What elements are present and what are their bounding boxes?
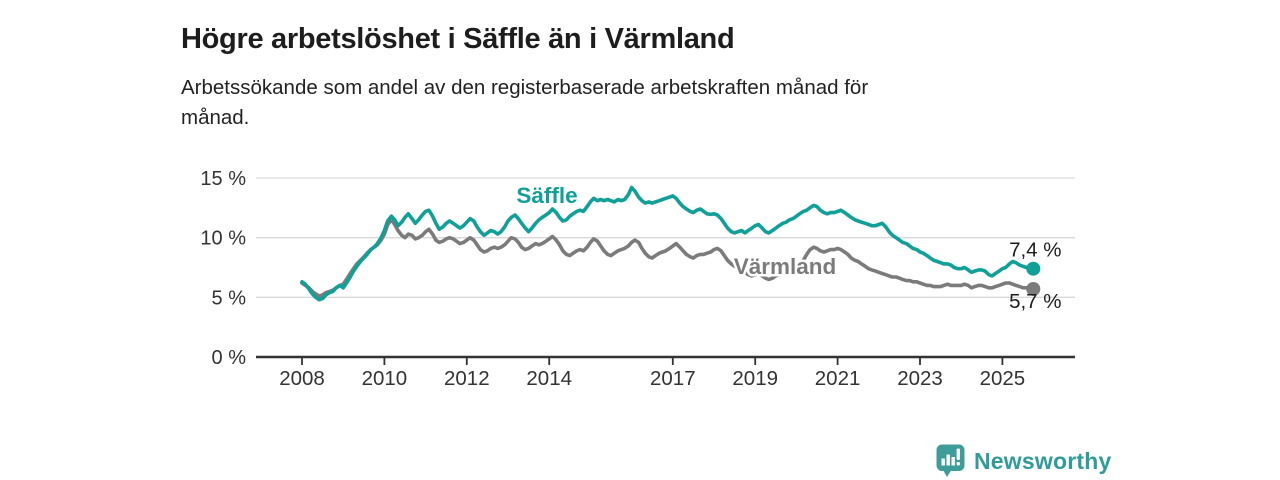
series-name-label-värmland: Värmland	[734, 254, 837, 279]
chart-subtitle-line2: månad.	[181, 106, 250, 129]
x-axis-tick-label: 2008	[279, 367, 325, 390]
newsworthy-bubble-chart-icon	[936, 444, 965, 477]
series-end-dot-värmland	[1026, 281, 1041, 296]
x-axis-tick-label: 2012	[444, 367, 490, 390]
x-axis-tick-label: 2017	[650, 367, 696, 390]
x-axis-tick-label: 2014	[526, 367, 572, 390]
y-axis-tick-label: 0 %	[212, 347, 247, 369]
y-axis-tick-label: 10 %	[200, 228, 246, 250]
series-end-value-label: 7,4 %	[1009, 239, 1061, 262]
chart-subtitle: Arbetssökande som andel av den registerb…	[181, 73, 868, 133]
series-line-säffle	[300, 185, 1036, 302]
page-title: Högre arbetslöshet i Säffle än i Värmlan…	[181, 23, 735, 56]
x-axis-tick-label: 2023	[897, 367, 943, 390]
x-axis-tick-label: 2019	[732, 367, 778, 390]
y-axis-tick-label: 15 %	[200, 168, 246, 190]
series-name-label-säffle: Säffle	[516, 183, 577, 208]
series-line-värmland	[300, 218, 1036, 298]
x-axis-tick-label: 2010	[362, 367, 408, 390]
y-axis-tick-label: 5 %	[212, 287, 247, 309]
newsworthy-wordmark: Newsworthy	[974, 447, 1112, 474]
x-axis-tick-label: 2021	[815, 367, 861, 390]
series-end-value-label: 5,7 %	[1009, 290, 1061, 313]
x-axis-tick-label: 2025	[980, 367, 1026, 390]
series-end-dot-säffle	[1026, 261, 1041, 276]
newsworthy-logo: Newsworthy	[936, 444, 1111, 478]
chart-subtitle-line1: Arbetssökande som andel av den registerb…	[181, 76, 869, 99]
